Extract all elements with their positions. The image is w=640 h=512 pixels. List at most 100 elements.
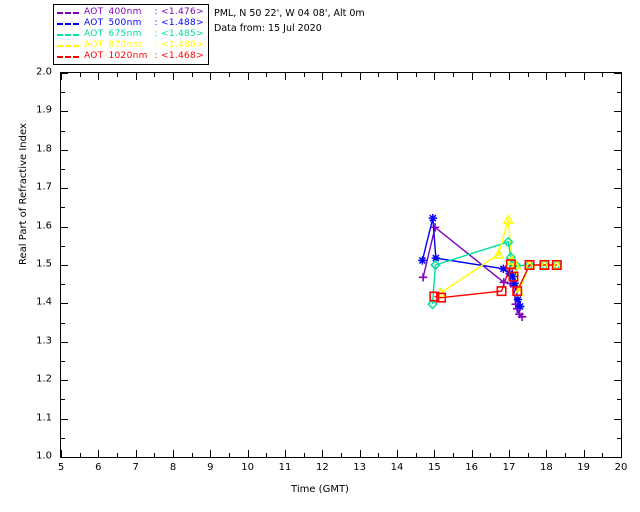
x-axis-title: Time (GMT) bbox=[291, 484, 349, 495]
axis-tick bbox=[602, 453, 604, 457]
y-tick-label: 1.9 bbox=[36, 104, 52, 116]
axis-tick bbox=[617, 130, 621, 132]
legend-mean-value: : <1.476> bbox=[154, 7, 204, 17]
legend-label: AOT bbox=[84, 40, 104, 50]
axis-tick bbox=[79, 453, 81, 457]
axis-tick bbox=[617, 245, 621, 247]
y-tick-label: 1.3 bbox=[36, 335, 52, 347]
axis-tick bbox=[617, 169, 621, 170]
axis-tick bbox=[61, 322, 65, 324]
axis-tick bbox=[602, 73, 604, 77]
x-tick-label: 19 bbox=[577, 462, 591, 473]
axis-tick bbox=[397, 73, 398, 80]
legend-label: AOT bbox=[84, 7, 104, 17]
axis-tick bbox=[617, 322, 621, 324]
x-tick-label: 5 bbox=[57, 462, 65, 473]
series-line bbox=[434, 261, 557, 299]
plot-frame bbox=[60, 72, 622, 458]
axis-tick bbox=[565, 73, 566, 77]
axis-tick bbox=[61, 207, 65, 209]
axis-tick bbox=[191, 73, 193, 77]
axis-tick bbox=[471, 450, 473, 457]
axis-tick bbox=[229, 73, 230, 77]
axis-tick bbox=[98, 73, 100, 80]
axis-tick bbox=[117, 73, 118, 77]
axis-tick bbox=[173, 450, 174, 457]
axis-tick bbox=[61, 341, 68, 343]
axis-tick bbox=[341, 73, 342, 77]
axis-tick bbox=[617, 399, 621, 401]
axis-tick bbox=[614, 226, 621, 228]
axis-tick bbox=[546, 73, 548, 80]
legend-entry: AOT 870nm: <1.486> bbox=[57, 40, 204, 51]
axis-tick bbox=[135, 73, 137, 80]
axis-tick bbox=[61, 265, 68, 266]
x-tick-label: 9 bbox=[207, 462, 214, 473]
axis-tick bbox=[266, 73, 268, 77]
x-tick-label: 18 bbox=[539, 462, 553, 473]
axis-tick bbox=[61, 284, 65, 286]
axis-tick bbox=[173, 73, 174, 80]
axis-tick bbox=[266, 453, 268, 457]
axis-tick bbox=[617, 284, 621, 286]
legend-entry: AOT 400nm: <1.476> bbox=[57, 7, 204, 18]
axis-tick bbox=[117, 453, 118, 457]
axis-tick bbox=[229, 453, 230, 457]
x-tick-label: 15 bbox=[427, 462, 441, 473]
axis-tick bbox=[322, 450, 324, 457]
axis-tick bbox=[527, 73, 529, 77]
legend-line-icon bbox=[57, 11, 79, 14]
axis-tick bbox=[61, 130, 65, 132]
axis-tick bbox=[61, 73, 62, 80]
axis-tick bbox=[247, 73, 249, 80]
x-tick-label: 8 bbox=[169, 462, 177, 473]
axis-tick bbox=[61, 92, 65, 94]
y-tick-label: 1.4 bbox=[36, 296, 52, 308]
axis-tick bbox=[61, 380, 68, 382]
axis-tick bbox=[61, 361, 65, 362]
axis-tick bbox=[509, 73, 510, 80]
axis-tick bbox=[61, 245, 65, 247]
axis-tick bbox=[583, 450, 585, 457]
axis-tick bbox=[303, 453, 305, 457]
axis-tick bbox=[61, 418, 68, 420]
axis-tick bbox=[61, 226, 68, 228]
axis-tick bbox=[61, 73, 68, 74]
x-tick-label: 13 bbox=[353, 462, 367, 473]
axis-tick bbox=[453, 453, 454, 457]
series-markers bbox=[418, 213, 525, 311]
legend-wavelength: 675nm bbox=[108, 29, 142, 39]
x-tick-label: 12 bbox=[315, 462, 329, 473]
y-tick-label: 1.2 bbox=[36, 373, 52, 385]
legend-label: AOT bbox=[84, 51, 104, 61]
axis-tick bbox=[61, 457, 68, 458]
axis-tick bbox=[614, 380, 621, 382]
axis-tick bbox=[61, 169, 65, 170]
legend-label: AOT bbox=[84, 29, 104, 39]
axis-tick bbox=[61, 450, 62, 457]
axis-tick bbox=[621, 450, 622, 457]
x-tick-label: 14 bbox=[390, 462, 404, 473]
plot-area bbox=[61, 73, 621, 457]
y-tick-label: 1.6 bbox=[36, 220, 52, 232]
y-tick-label: 1.5 bbox=[36, 258, 52, 270]
axis-tick bbox=[61, 149, 68, 151]
axis-tick bbox=[61, 437, 65, 439]
plot-header: PML, N 50 22', W 04 08', Alt 0m Data fro… bbox=[214, 6, 365, 36]
axis-tick bbox=[154, 453, 156, 457]
axis-tick bbox=[210, 73, 212, 80]
legend-line-icon bbox=[57, 22, 79, 25]
series-markers bbox=[427, 236, 563, 310]
x-tick-label: 16 bbox=[465, 462, 479, 473]
axis-tick bbox=[154, 73, 156, 77]
axis-tick bbox=[98, 450, 100, 457]
x-tick-label: 7 bbox=[132, 462, 139, 473]
axis-tick bbox=[322, 73, 324, 80]
legend-mean-value: : <1.486> bbox=[154, 40, 204, 50]
axis-tick bbox=[471, 73, 473, 80]
axis-tick bbox=[210, 450, 212, 457]
axis-tick bbox=[614, 149, 621, 151]
legend-label: AOT bbox=[84, 18, 104, 28]
x-tick-label: 10 bbox=[241, 462, 255, 473]
axis-tick bbox=[415, 73, 417, 77]
